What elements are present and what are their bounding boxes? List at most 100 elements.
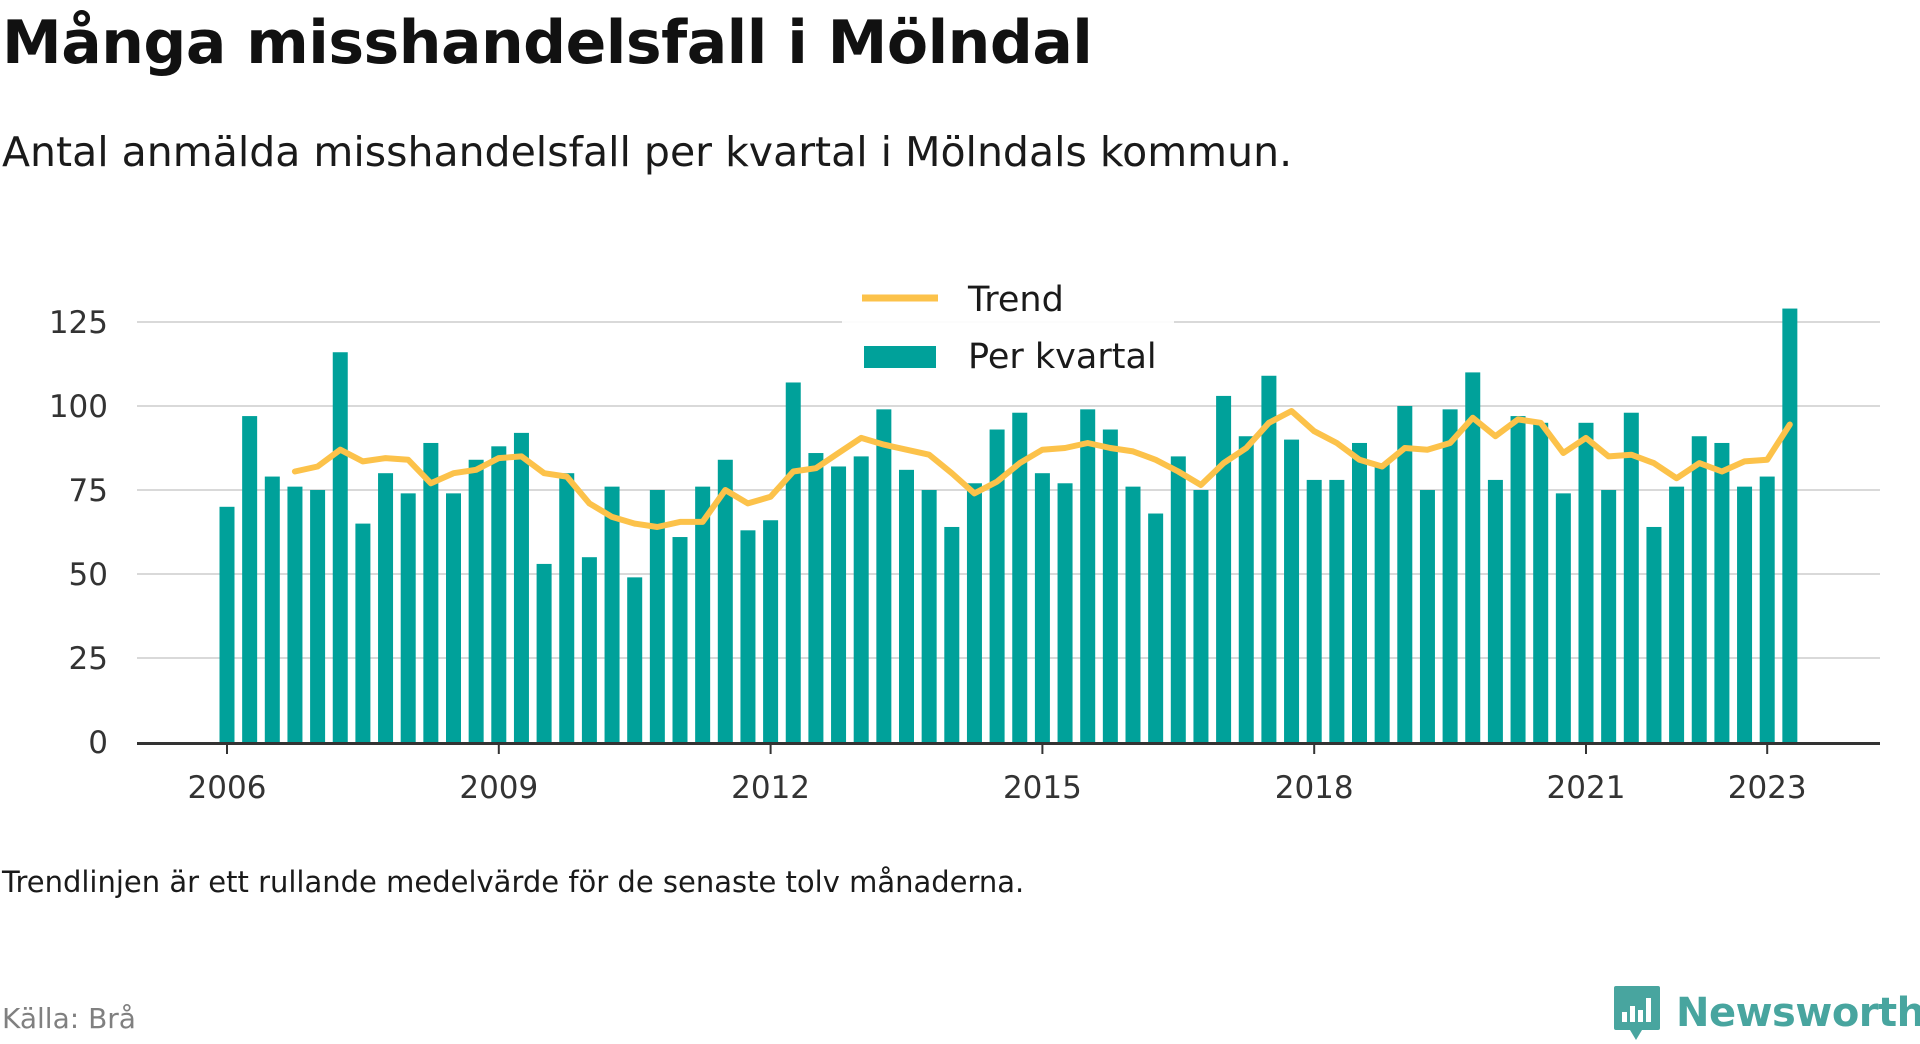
bar	[1102, 429, 1118, 742]
bar	[1510, 416, 1526, 742]
bar	[1782, 308, 1798, 742]
bar	[876, 409, 892, 742]
trend-line-group	[291, 408, 1793, 530]
bar	[1329, 479, 1345, 742]
bar	[1216, 395, 1232, 742]
x-tick-label: 2006	[188, 770, 267, 806]
y-tick-label: 125	[49, 305, 108, 341]
footnote: Trendlinjen är ett rullande medelvärde f…	[2, 865, 1025, 899]
legend: Trend Per kvartal	[842, 272, 1174, 378]
bar	[1170, 456, 1186, 742]
bar	[310, 490, 326, 742]
bar	[1284, 439, 1300, 742]
bar	[899, 469, 914, 742]
bar	[695, 486, 711, 742]
bar	[378, 473, 394, 742]
x-tick-label: 2009	[459, 770, 538, 806]
bar	[921, 490, 937, 742]
legend-bar-swatch	[864, 346, 936, 368]
x-tick-label: 2018	[1275, 770, 1354, 806]
bar	[1374, 463, 1390, 742]
legend-label-per-kvartal: Per kvartal	[968, 337, 1157, 377]
y-axis-ticks: 0 25 50 75 100 125	[49, 305, 108, 761]
x-tick-label: 2015	[1003, 770, 1082, 806]
bar	[264, 476, 280, 742]
bars-per-kvartal	[219, 308, 1798, 742]
bar	[1691, 436, 1707, 742]
bar	[1148, 513, 1164, 742]
bar	[355, 523, 371, 742]
newsworthy-logo[interactable]: Newsworthy	[1612, 982, 1920, 1044]
bar	[763, 520, 779, 742]
bar	[468, 459, 484, 742]
bar	[1714, 442, 1730, 742]
bar	[400, 493, 416, 742]
bar	[1442, 409, 1458, 742]
bar	[672, 537, 688, 742]
bar	[559, 473, 575, 742]
bar	[423, 442, 439, 742]
bar	[513, 432, 529, 742]
x-tick-label: 2021	[1547, 770, 1626, 806]
bar	[1397, 406, 1413, 742]
source-label: Källa: Brå	[2, 1002, 136, 1035]
bar	[1238, 436, 1254, 742]
bar	[1487, 479, 1503, 742]
bar	[1601, 490, 1617, 742]
bar	[944, 526, 960, 742]
bar	[1261, 375, 1277, 742]
bar	[219, 506, 235, 742]
legend-label-trend: Trend	[967, 280, 1064, 320]
bar	[785, 382, 801, 742]
bar	[740, 530, 756, 742]
bar	[966, 483, 982, 742]
bar	[581, 557, 597, 742]
bar	[332, 352, 348, 742]
y-tick-label: 50	[69, 557, 108, 593]
bar	[853, 456, 869, 742]
bar	[989, 429, 1005, 742]
bar	[491, 446, 507, 742]
bar	[1306, 479, 1322, 742]
bar	[1012, 412, 1028, 742]
bar	[717, 459, 733, 742]
bar	[1125, 486, 1141, 742]
bar	[1034, 473, 1050, 742]
bar	[808, 453, 824, 742]
bar	[242, 416, 258, 742]
y-tick-label: 0	[88, 725, 108, 761]
bar	[1419, 490, 1435, 742]
bar	[1669, 486, 1685, 742]
trend-line	[291, 408, 1793, 530]
bar	[1057, 483, 1073, 742]
bar	[1555, 493, 1571, 742]
y-tick-label: 75	[69, 473, 108, 509]
bar	[1646, 526, 1662, 742]
brand-name: Newsworthy	[1676, 990, 1920, 1036]
chart-subtitle: Antal anmälda misshandelsfall per kvarta…	[2, 128, 1293, 176]
bar	[831, 466, 847, 742]
bar	[1465, 372, 1481, 742]
x-axis: 2006 2009 2012 2015 2018 2021 2023	[137, 742, 1880, 806]
y-tick-label: 25	[69, 641, 108, 677]
bar	[627, 577, 643, 742]
chart-title: Många misshandelsfall i Mölndal	[2, 8, 1093, 78]
bar	[1623, 412, 1639, 742]
x-tick-label: 2023	[1728, 770, 1807, 806]
bar	[536, 563, 552, 742]
bar	[446, 493, 461, 742]
bar	[1193, 490, 1209, 742]
bar	[1080, 409, 1096, 742]
newsworthy-logo-icon	[1614, 986, 1660, 1040]
bar	[604, 486, 620, 742]
bar	[287, 486, 303, 742]
bar	[1759, 476, 1775, 742]
bar	[1737, 486, 1753, 742]
x-tick-label: 2012	[731, 770, 810, 806]
bar	[1578, 422, 1594, 742]
y-tick-label: 100	[49, 389, 108, 425]
bar	[1533, 422, 1549, 742]
bar	[649, 490, 665, 742]
bar	[1352, 442, 1367, 742]
